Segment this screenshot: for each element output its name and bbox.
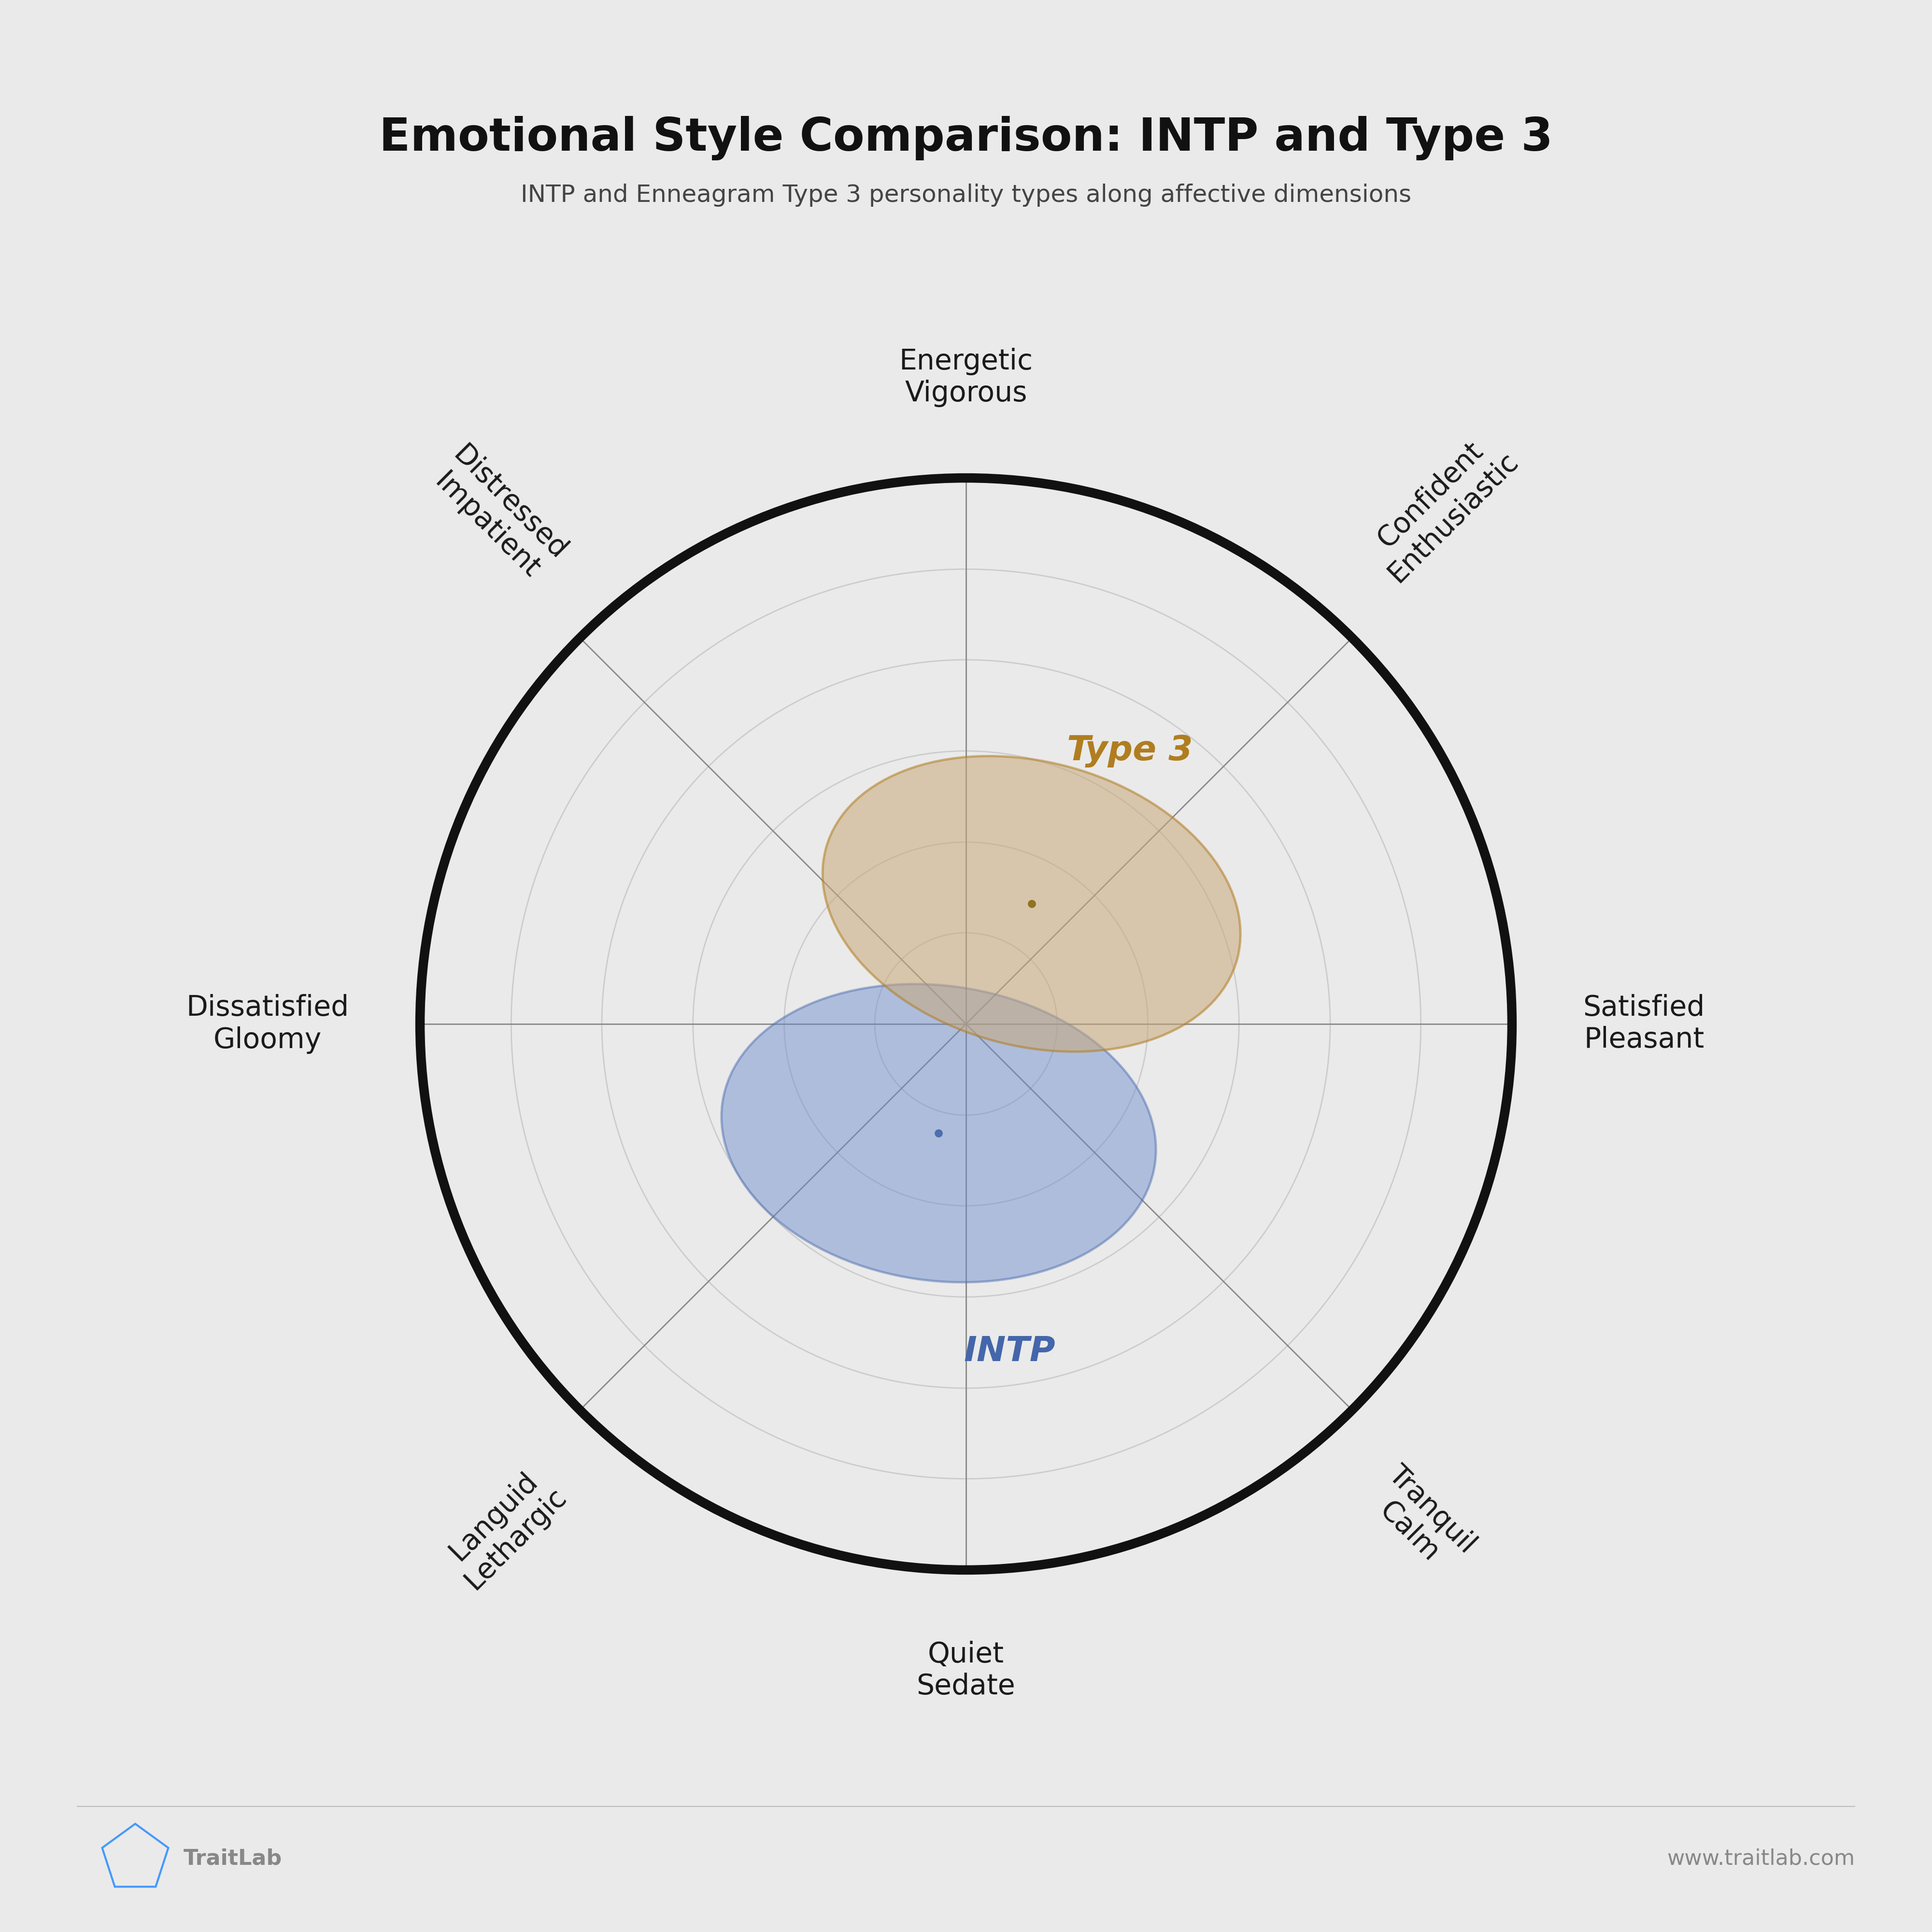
Point [1016, 889, 1047, 920]
Text: Confident
Enthusiastic: Confident Enthusiastic [1360, 425, 1524, 587]
Text: Tranquil
Calm: Tranquil Calm [1360, 1461, 1482, 1580]
Text: INTP and Enneagram Type 3 personality types along affective dimensions: INTP and Enneagram Type 3 personality ty… [520, 184, 1412, 207]
Text: Satisfied
Pleasant: Satisfied Pleasant [1582, 995, 1704, 1053]
Text: www.traitlab.com: www.traitlab.com [1667, 1849, 1855, 1868]
Text: Type 3: Type 3 [1066, 734, 1192, 767]
Text: Quiet
Sedate: Quiet Sedate [916, 1640, 1016, 1700]
Text: Emotional Style Comparison: INTP and Type 3: Emotional Style Comparison: INTP and Typ… [379, 116, 1553, 160]
Text: INTP: INTP [964, 1335, 1055, 1368]
Point [923, 1119, 954, 1150]
Text: Languid
Lethargic: Languid Lethargic [437, 1461, 572, 1596]
Text: Energetic
Vigorous: Energetic Vigorous [898, 348, 1034, 408]
Text: Dissatisfied
Gloomy: Dissatisfied Gloomy [185, 995, 350, 1053]
Text: Distressed
Impatient: Distressed Impatient [425, 440, 572, 587]
Ellipse shape [721, 983, 1155, 1283]
Ellipse shape [823, 755, 1240, 1051]
Text: TraitLab: TraitLab [184, 1849, 282, 1868]
